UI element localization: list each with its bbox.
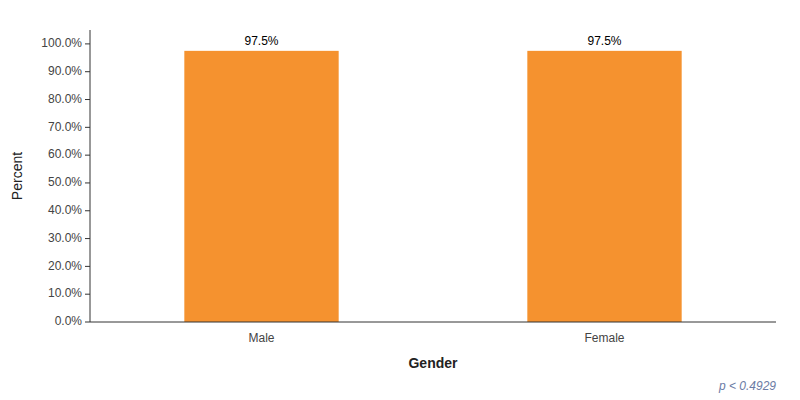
- data-label: 97.5%: [244, 34, 278, 48]
- bars: [184, 51, 681, 322]
- y-tick: [85, 238, 90, 239]
- bar: [527, 51, 681, 322]
- y-tick: [85, 43, 90, 44]
- y-tick-label: 80.0%: [48, 92, 82, 106]
- y-tick-label: 60.0%: [48, 147, 82, 161]
- y-tick: [85, 71, 90, 72]
- bar: [184, 51, 338, 322]
- y-tick-label: 20.0%: [48, 259, 82, 273]
- data-labels: 97.5% 97.5%: [244, 34, 621, 48]
- y-tick: [85, 127, 90, 128]
- y-tick-label: 100.0%: [41, 36, 82, 50]
- y-tick-label: 40.0%: [48, 203, 82, 217]
- y-tick-label: 30.0%: [48, 231, 82, 245]
- chart: 0.0% 10.0% 20.0% 30.0% 40.0% 50.0% 60.0% 70.0% 8…: [0, 0, 800, 400]
- annotation: p < 0.4929: [718, 379, 776, 393]
- x-axis-label: Gender: [408, 355, 458, 371]
- y-tick-label: 10.0%: [48, 286, 82, 300]
- y-axis-line: [90, 30, 91, 322]
- x-tick-label: Male: [248, 331, 274, 345]
- y-tick: [85, 322, 90, 323]
- y-tick: [85, 210, 90, 211]
- x-tick-label: Female: [584, 331, 624, 345]
- y-tick: [85, 266, 90, 267]
- y-tick: [85, 155, 90, 156]
- y-tick-label: 70.0%: [48, 120, 82, 134]
- y-axis: 0.0% 10.0% 20.0% 30.0% 40.0% 50.0% 60.0% 70.0% 8…: [41, 30, 90, 328]
- y-tick-label: 0.0%: [55, 314, 83, 328]
- data-label: 97.5%: [587, 34, 621, 48]
- y-tick: [85, 99, 90, 100]
- y-tick-label: 90.0%: [48, 64, 82, 78]
- y-tick: [85, 182, 90, 183]
- x-axis: Male Female: [90, 322, 776, 345]
- y-axis-label: Percent: [9, 152, 25, 200]
- y-tick: [85, 294, 90, 295]
- x-axis-line: [90, 322, 776, 323]
- y-tick-label: 50.0%: [48, 175, 82, 189]
